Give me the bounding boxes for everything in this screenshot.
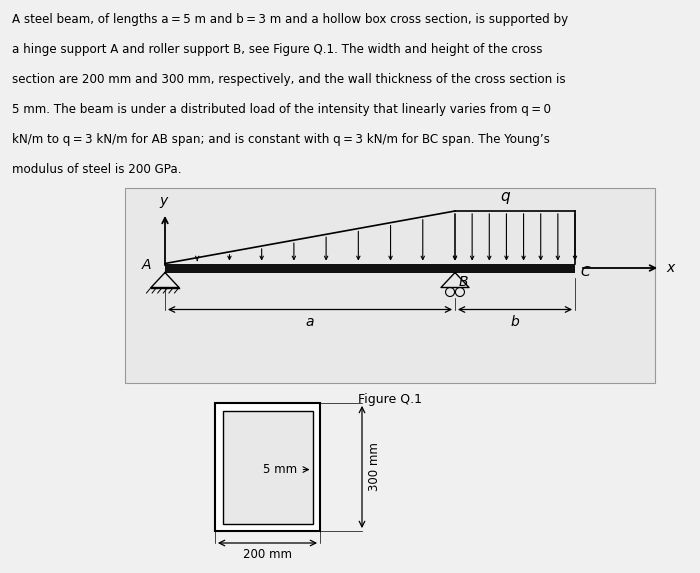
Text: C: C: [580, 265, 589, 279]
Text: B: B: [459, 274, 468, 288]
Text: a hinge support A and roller support B, see Figure Q.1. The width and height of : a hinge support A and roller support B, …: [12, 43, 542, 56]
Bar: [215, 403, 320, 531]
Bar: [223, 410, 312, 524]
Text: Figure Q.1: Figure Q.1: [358, 393, 422, 406]
Text: x: x: [666, 261, 674, 275]
Text: b: b: [510, 316, 519, 329]
Bar: [125, 188, 655, 383]
Text: 300 mm: 300 mm: [368, 442, 381, 492]
Text: q: q: [500, 189, 510, 204]
Bar: [165, 264, 575, 273]
Text: 5 mm. The beam is under a distributed load of the intensity that linearly varies: 5 mm. The beam is under a distributed lo…: [12, 103, 551, 116]
Text: A steel beam, of lengths a = 5 m and b = 3 m and a hollow box cross section, is : A steel beam, of lengths a = 5 m and b =…: [12, 13, 568, 26]
Text: a: a: [306, 316, 314, 329]
Text: A: A: [141, 258, 151, 272]
Text: 5 mm: 5 mm: [263, 463, 298, 476]
Text: kN/m to q = 3 kN/m for AB span; and is constant with q = 3 kN/m for BC span. The: kN/m to q = 3 kN/m for AB span; and is c…: [12, 133, 550, 146]
Text: y: y: [159, 194, 167, 208]
Text: modulus of steel is 200 GPa.: modulus of steel is 200 GPa.: [12, 163, 181, 176]
Text: 200 mm: 200 mm: [243, 548, 292, 561]
Text: section are 200 mm and 300 mm, respectively, and the wall thickness of the cross: section are 200 mm and 300 mm, respectiv…: [12, 73, 566, 86]
